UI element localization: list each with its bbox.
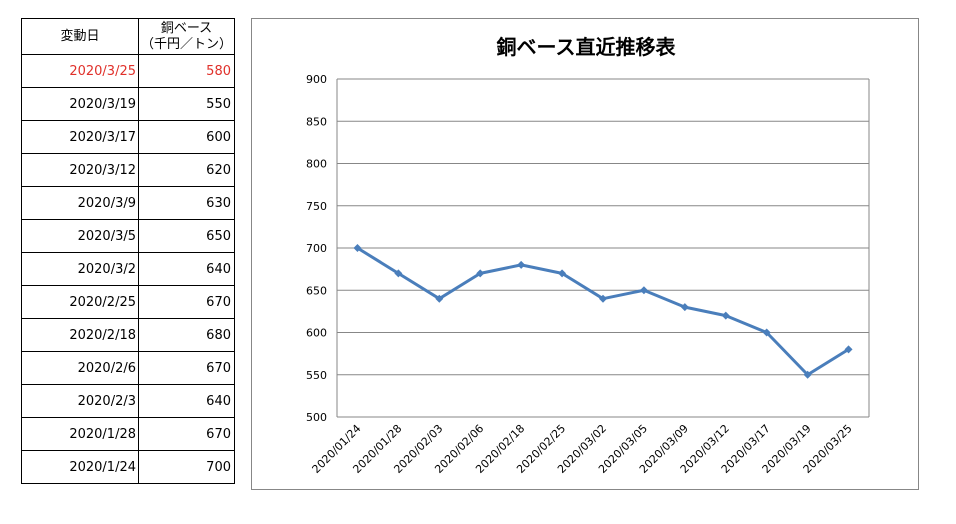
data-point — [803, 370, 812, 379]
table-row: 2020/3/17 600 — [21, 120, 235, 154]
table-header-row: 変動日 銅ベース （千円／トン） — [21, 18, 235, 55]
row-price: 670 — [138, 417, 235, 451]
y-tick-label: 600 — [306, 327, 327, 340]
row-date: 2020/3/19 — [21, 87, 139, 121]
y-tick-label: 850 — [306, 115, 327, 128]
table-row: 2020/3/25 580 — [21, 54, 235, 88]
data-point — [721, 311, 730, 320]
row-price: 620 — [138, 153, 235, 187]
table-row: 2020/1/24 700 — [21, 450, 235, 484]
row-price: 640 — [138, 252, 235, 286]
y-tick-label: 750 — [306, 200, 327, 213]
data-point — [435, 294, 444, 303]
row-date: 2020/3/5 — [21, 219, 139, 253]
header-date-label: 変動日 — [60, 28, 100, 44]
row-date: 2020/3/9 — [21, 186, 139, 220]
row-date: 2020/3/2 — [21, 252, 139, 286]
price-table: 変動日 銅ベース （千円／トン） 2020/3/25 580 2020/3/19 55… — [21, 18, 235, 484]
data-point — [844, 345, 853, 354]
data-point — [353, 244, 362, 252]
line-chart: 銅ベース直近推移表5005506006507007508008509002020… — [306, 35, 870, 476]
table-row: 2020/2/18 680 — [21, 318, 235, 352]
row-date: 2020/3/25 — [21, 54, 139, 88]
series-line — [356, 246, 850, 377]
y-tick-label: 650 — [306, 284, 327, 297]
data-point — [558, 269, 567, 278]
row-price: 640 — [138, 384, 235, 418]
chart-title: 銅ベース直近推移表 — [497, 35, 677, 59]
data-point — [476, 269, 485, 278]
row-price: 670 — [138, 351, 235, 385]
row-price: 550 — [138, 87, 235, 121]
row-date: 2020/2/18 — [21, 318, 139, 352]
table-row: 2020/1/28 670 — [21, 417, 235, 451]
row-price: 600 — [138, 120, 235, 154]
y-tick-label: 800 — [306, 158, 327, 171]
row-date: 2020/2/6 — [21, 351, 139, 385]
row-price: 580 — [138, 54, 235, 88]
data-point — [599, 294, 607, 303]
chart-area: 銅ベース直近推移表 500 550 600 650 700 750 800 850 900 2020… — [251, 18, 919, 490]
data-point — [639, 286, 648, 295]
data-point — [517, 260, 526, 269]
row-price: 670 — [138, 285, 235, 319]
row-price: 680 — [138, 318, 235, 352]
header-price-label: 銅ベース — [160, 20, 213, 36]
row-price: 650 — [138, 219, 235, 253]
row-date: 2020/1/28 — [21, 417, 139, 451]
data-point — [394, 269, 403, 278]
table-row: 2020/3/19 550 — [21, 87, 235, 121]
table-row: 2020/2/3 640 — [21, 384, 235, 418]
header-date: 変動日 — [21, 18, 139, 55]
row-date: 2020/3/17 — [21, 120, 139, 154]
table-row: 2020/3/12 620 — [21, 153, 235, 187]
table-row: 2020/3/9 630 — [21, 186, 235, 220]
table-row: 2020/3/5 650 — [21, 219, 235, 253]
row-date: 2020/2/3 — [21, 384, 139, 418]
y-tick-label: 500 — [306, 411, 327, 424]
y-tick-label: 550 — [306, 369, 327, 382]
row-price: 700 — [138, 450, 235, 484]
row-price: 630 — [138, 186, 235, 220]
table-row: 2020/2/6 670 — [21, 351, 235, 385]
row-date: 2020/3/12 — [21, 153, 139, 187]
row-date: 2020/1/24 — [21, 450, 139, 484]
header-price: 銅ベース （千円／トン） — [138, 18, 235, 55]
row-date: 2020/2/25 — [21, 285, 139, 319]
y-tick-label: 700 — [306, 242, 327, 255]
data-point — [680, 303, 689, 312]
header-price-unit: （千円／トン） — [140, 36, 232, 52]
table-row: 2020/3/2 640 — [21, 252, 235, 286]
y-tick-label: 900 — [306, 73, 327, 86]
table-row: 2020/2/25 670 — [21, 285, 235, 319]
data-point — [762, 328, 771, 337]
